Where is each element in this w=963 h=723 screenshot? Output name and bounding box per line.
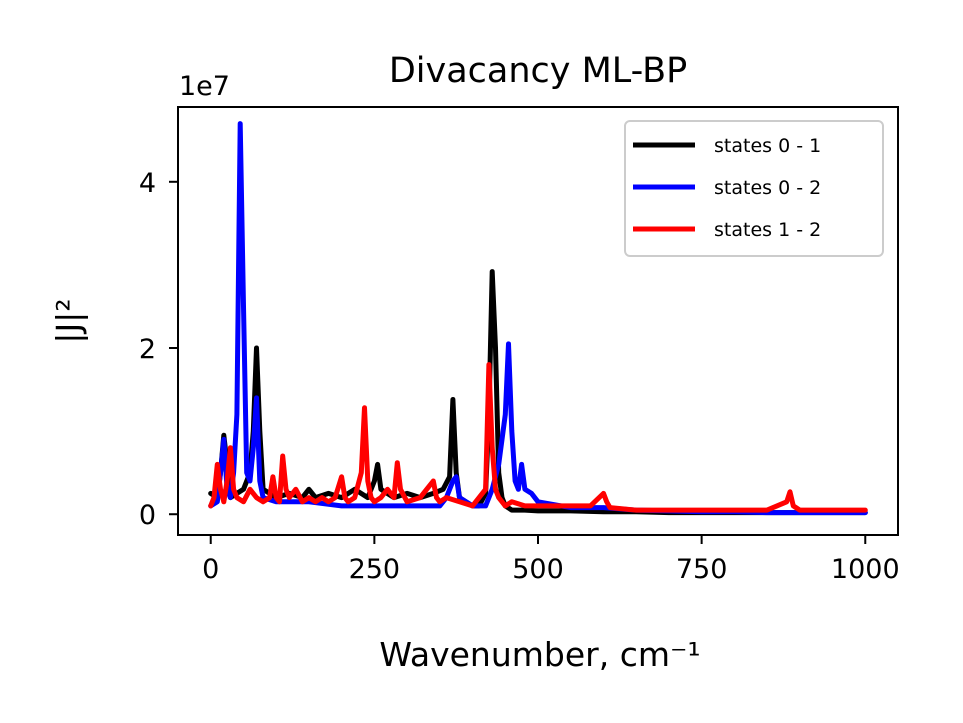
x-tick-label: 250: [349, 554, 401, 585]
x-axis: 0 250 500 750 1000: [202, 535, 900, 585]
series-line-2: [208, 121, 868, 516]
series-line-3: [208, 362, 868, 513]
x-axis-label-text: Wavenumber, cm⁻¹: [379, 635, 700, 674]
legend-box: [624, 120, 884, 257]
series-line-1: [208, 269, 868, 516]
y-tick-label: 4: [139, 168, 156, 199]
legend: states 0 - 1 states 0 - 2 states 1 - 2: [624, 120, 884, 257]
series-layer: [208, 121, 868, 516]
legend-label-1: states 0 - 1: [714, 135, 821, 157]
y-tick-label: 0: [139, 500, 156, 531]
x-tick-label: 500: [512, 554, 564, 585]
x-tick-label: 0: [202, 554, 219, 585]
y-axis: 0 2 4: [139, 168, 178, 531]
x-axis-label: Wavenumber, cm⁻¹: [379, 635, 700, 674]
y-tick-label: 2: [139, 334, 156, 365]
x-tick-label: 1000: [831, 554, 900, 585]
y-axis-label: |J|²: [49, 298, 88, 343]
legend-label-2: states 0 - 2: [714, 177, 821, 199]
y-offset-label: 1e7: [179, 71, 230, 102]
chart-title: Divacancy ML-BP: [389, 51, 687, 91]
x-tick-label: 750: [676, 554, 728, 585]
plot-area: [177, 106, 899, 536]
legend-label-3: states 1 - 2: [714, 219, 821, 241]
